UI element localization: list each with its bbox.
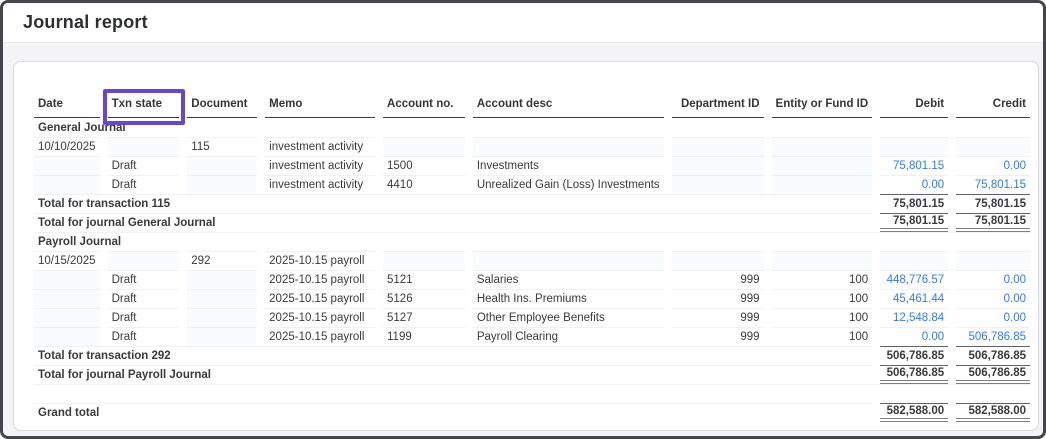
total-debit: 75,801.15 bbox=[880, 213, 949, 232]
column-header-credit: Credit bbox=[956, 96, 1030, 118]
memo-cell: investment activity bbox=[265, 156, 376, 175]
table-row-line-1500: Draft investment activity 1500 Investmen… bbox=[34, 156, 1030, 175]
total-label: Total for transaction 115 bbox=[34, 194, 873, 213]
grand-total-label: Grand total bbox=[34, 403, 873, 422]
total-row-transaction-292: Total for transaction 292 506,786.85 506… bbox=[34, 346, 1030, 365]
debit-amount-link[interactable]: 448,776.57 bbox=[886, 274, 945, 286]
total-debit: 506,786.85 bbox=[880, 346, 949, 365]
entity-or-fund-id-cell: 100 bbox=[771, 308, 873, 327]
total-row-transaction-115: Total for transaction 115 75,801.15 75,8… bbox=[34, 194, 1030, 213]
txn-state-cell: Draft bbox=[107, 327, 180, 346]
account-desc-cell: Unrealized Gain (Loss) Investments bbox=[472, 175, 664, 194]
account-desc-cell: Investments bbox=[472, 156, 664, 175]
column-header-txn-state: Txn state bbox=[107, 96, 180, 118]
account-desc-cell: Other Employee Benefits bbox=[472, 308, 664, 327]
account-desc-cell: Payroll Clearing bbox=[472, 327, 664, 346]
page-title: Journal report bbox=[23, 12, 148, 32]
department-id-cell: 999 bbox=[671, 289, 764, 308]
account-desc-cell: Salaries bbox=[472, 270, 664, 289]
memo-cell: investment activity bbox=[265, 137, 376, 156]
date-cell: 10/10/2025 bbox=[34, 137, 100, 156]
date-cell: 10/15/2025 bbox=[34, 251, 100, 270]
table-header-row: Date Txn state Document Memo Account no.… bbox=[34, 96, 1030, 118]
credit-amount-link[interactable]: 0.00 bbox=[1003, 293, 1026, 305]
debit-amount-link[interactable]: 12,548.84 bbox=[892, 312, 945, 324]
debit-amount-link[interactable]: 45,461.44 bbox=[892, 293, 945, 305]
column-header-account-no: Account no. bbox=[383, 96, 465, 118]
account-no-cell: 1500 bbox=[383, 156, 465, 175]
memo-cell: 2025-10.15 payroll bbox=[265, 270, 376, 289]
total-debit: 506,786.85 bbox=[880, 365, 949, 384]
entity-or-fund-id-cell: 100 bbox=[771, 270, 873, 289]
entity-or-fund-id-cell: 100 bbox=[771, 289, 873, 308]
total-row-journal-payroll: Total for journal Payroll Journal 506,78… bbox=[34, 365, 1030, 384]
total-label: Total for journal Payroll Journal bbox=[34, 365, 873, 384]
credit-amount-link[interactable]: 506,786.85 bbox=[968, 331, 1026, 343]
column-header-memo: Memo bbox=[265, 96, 376, 118]
debit-amount-link[interactable]: 0.00 bbox=[921, 179, 945, 191]
section-row-general-journal: General Journal bbox=[34, 118, 1030, 137]
table-row-line-5127: Draft 2025-10.15 payroll 5127 Other Empl… bbox=[34, 308, 1030, 327]
grand-total-credit: 582,588.00 bbox=[956, 403, 1030, 422]
memo-cell: 2025-10.15 payroll bbox=[265, 289, 376, 308]
txn-state-cell: Draft bbox=[107, 270, 180, 289]
entity-or-fund-id-cell: 100 bbox=[771, 327, 873, 346]
total-debit: 75,801.15 bbox=[880, 194, 949, 213]
memo-cell: investment activity bbox=[265, 175, 376, 194]
section-label: General Journal bbox=[38, 121, 126, 134]
credit-amount-link[interactable]: 0.00 bbox=[1003, 160, 1026, 172]
credit-amount-link[interactable]: 0.00 bbox=[1003, 274, 1026, 286]
section-row-payroll-journal: Payroll Journal bbox=[34, 232, 1030, 251]
column-header-date: Date bbox=[34, 96, 100, 118]
table-row-line-5126: Draft 2025-10.15 payroll 5126 Health Ins… bbox=[34, 289, 1030, 308]
txn-state-cell: Draft bbox=[107, 289, 180, 308]
account-no-cell: 5126 bbox=[383, 289, 465, 308]
account-desc-cell: Health Ins. Premiums bbox=[472, 289, 664, 308]
txn-state-cell: Draft bbox=[107, 175, 180, 194]
total-credit: 506,786.85 bbox=[956, 365, 1030, 384]
account-no-cell: 4410 bbox=[383, 175, 465, 194]
total-label: Total for transaction 292 bbox=[34, 346, 873, 365]
txn-state-cell: Draft bbox=[107, 156, 180, 175]
credit-amount-link[interactable]: 0.00 bbox=[1003, 312, 1026, 324]
spacer-row bbox=[34, 384, 1030, 403]
total-row-journal-general: Total for journal General Journal 75,801… bbox=[34, 213, 1030, 232]
column-header-department-id: Department ID bbox=[671, 96, 764, 118]
account-no-cell: 5127 bbox=[383, 308, 465, 327]
debit-amount-link[interactable]: 0.00 bbox=[921, 331, 945, 343]
column-header-account-desc: Account desc bbox=[472, 96, 664, 118]
table-row-transaction-115: 10/10/2025 115 investment activity bbox=[34, 137, 1030, 156]
account-no-cell: 1199 bbox=[383, 327, 465, 346]
memo-cell: 2025-10.15 payroll bbox=[265, 327, 376, 346]
document-cell: 292 bbox=[187, 251, 258, 270]
total-label: Total for journal General Journal bbox=[34, 213, 873, 232]
memo-cell: 2025-10.15 payroll bbox=[265, 251, 376, 270]
column-header-debit: Debit bbox=[880, 96, 949, 118]
grand-total-debit: 582,588.00 bbox=[880, 403, 949, 422]
department-id-cell: 999 bbox=[671, 270, 764, 289]
memo-cell: 2025-10.15 payroll bbox=[265, 308, 376, 327]
section-label: Payroll Journal bbox=[34, 232, 1030, 251]
table-row-transaction-292: 10/15/2025 292 2025-10.15 payroll bbox=[34, 251, 1030, 270]
department-id-cell: 999 bbox=[671, 327, 764, 346]
document-cell: 115 bbox=[187, 137, 258, 156]
total-credit: 506,786.85 bbox=[956, 346, 1030, 365]
column-header-entity-or-fund-id: Entity or Fund ID bbox=[771, 96, 873, 118]
table-row-line-4410: Draft investment activity 4410 Unrealize… bbox=[34, 175, 1030, 194]
total-credit: 75,801.15 bbox=[956, 213, 1030, 232]
table-row-line-1199: Draft 2025-10.15 payroll 1199 Payroll Cl… bbox=[34, 327, 1030, 346]
txn-state-cell: Draft bbox=[107, 308, 180, 327]
total-credit: 75,801.15 bbox=[956, 194, 1030, 213]
journal-report-table: Date Txn state Document Memo Account no.… bbox=[26, 96, 1038, 422]
table-row-line-5121: Draft 2025-10.15 payroll 5121 Salaries 9… bbox=[34, 270, 1030, 289]
credit-amount-link[interactable]: 75,801.15 bbox=[974, 179, 1026, 191]
grand-total-row: Grand total 582,588.00 582,588.00 bbox=[34, 403, 1030, 422]
account-no-cell: 5121 bbox=[383, 270, 465, 289]
column-header-document: Document bbox=[187, 96, 258, 118]
report-card: Date Txn state Document Memo Account no.… bbox=[13, 61, 1039, 431]
department-id-cell: 999 bbox=[671, 308, 764, 327]
debit-amount-link[interactable]: 75,801.15 bbox=[892, 160, 945, 172]
report-header: Journal report bbox=[3, 3, 1043, 43]
